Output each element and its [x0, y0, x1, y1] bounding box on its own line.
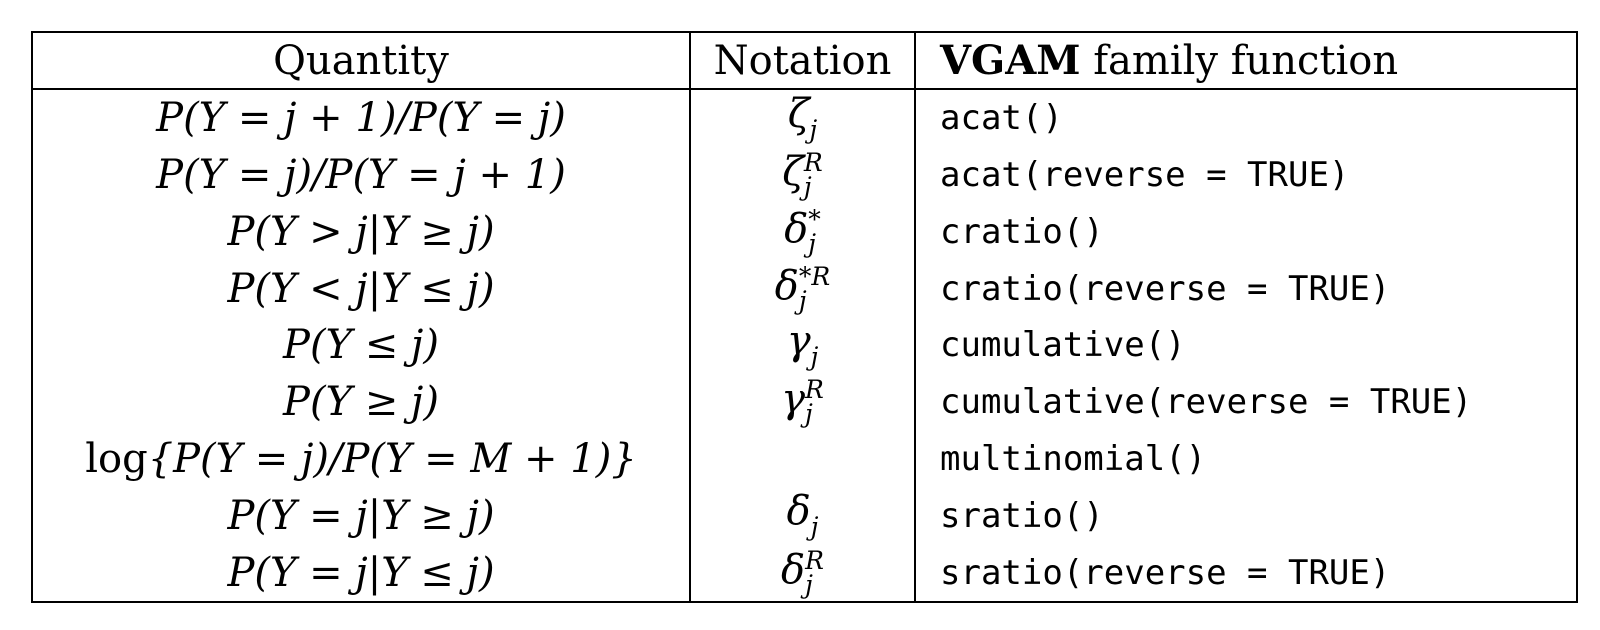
- notation-cell: δj: [689, 487, 915, 545]
- quantity-expression: {P(Y = j)/P(Y = M + 1)}: [147, 435, 637, 482]
- family-function-cell: cratio(reverse = TRUE): [914, 260, 1577, 318]
- family-function-cell: multinomial(): [914, 430, 1577, 488]
- notation-subscript: j: [803, 172, 812, 202]
- family-function-cell: acat(): [914, 89, 1577, 147]
- quantity-expression: P(Y = j)/P(Y = j + 1): [156, 152, 566, 199]
- table-body: P(Y = j + 1)/P(Y = j) ζj acat() P(Y = j)/P(…: [32, 89, 1577, 602]
- quantity-expression: P(Y ≤ j): [283, 322, 439, 369]
- family-function-cell: cumulative(reverse = TRUE): [914, 373, 1577, 431]
- notation-subscript: j: [805, 569, 813, 599]
- quantity-expression: P(Y < j|Y ≤ j): [227, 265, 495, 312]
- table-row: P(Y > j|Y ≥ j) δ * j cratio(): [32, 203, 1577, 261]
- quantity-expression: P(Y = j + 1)/P(Y = j): [156, 95, 566, 142]
- table-row: P(Y = j + 1)/P(Y = j) ζj acat(): [32, 89, 1577, 147]
- family-function-cell: sratio(): [914, 487, 1577, 545]
- notation-superscript: R: [805, 375, 824, 405]
- notation-subscript: j: [805, 399, 813, 429]
- quantity-cell: log{P(Y = j)/P(Y = M + 1)}: [32, 431, 690, 488]
- notation-symbol: ζ: [787, 90, 810, 137]
- notation-superscript: R: [803, 148, 823, 178]
- notation-cell: δ *R j: [689, 260, 915, 318]
- quantity-expression: P(Y = j|Y ≤ j): [227, 549, 495, 596]
- notation-subscript: j: [810, 512, 819, 542]
- notation-subscript: j: [810, 342, 819, 372]
- quantity-column-header: Quantity: [32, 32, 690, 90]
- log-operator: log: [85, 435, 148, 482]
- notation-symbol: γ: [781, 376, 806, 423]
- notation-cell: γj: [689, 317, 915, 374]
- notation-symbol: δ: [774, 262, 799, 309]
- family-function-cell: cratio(): [914, 203, 1577, 261]
- family-function-cell: cumulative(): [914, 317, 1577, 374]
- quantity-cell: P(Y = j|Y ≥ j): [32, 487, 690, 544]
- notation-symbol: δ: [784, 205, 809, 252]
- quantity-cell: P(Y > j|Y ≥ j): [32, 204, 690, 261]
- quantity-expression: P(Y ≥ j): [283, 379, 439, 426]
- quantity-cell: P(Y < j|Y ≤ j): [32, 260, 690, 317]
- family-function-header-text: family function: [1080, 37, 1399, 84]
- table-row: P(Y = j|Y ≥ j) δj sratio(): [32, 487, 1577, 545]
- quantity-cell: P(Y ≥ j): [32, 374, 690, 431]
- table-header: Quantity Notation VGAM family function: [32, 32, 1577, 90]
- notation-cell: ζj: [689, 89, 915, 147]
- notation-superscript: R: [805, 545, 824, 575]
- quantity-cell: P(Y = j)/P(Y = j + 1): [32, 147, 690, 204]
- vgam-family-table: Quantity Notation VGAM family function P…: [31, 31, 1578, 603]
- notation-subscript: j: [798, 285, 807, 315]
- table-row: P(Y < j|Y ≤ j) δ *R j cratio(reverse = TRUE): [32, 260, 1577, 318]
- notation-symbol: δ: [786, 488, 811, 535]
- notation-symbol: δ: [781, 546, 806, 593]
- notation-subscript: j: [809, 115, 818, 145]
- notation-superscript: *: [808, 205, 821, 235]
- table-row: log{P(Y = j)/P(Y = M + 1)} multinomial(): [32, 430, 1577, 488]
- notation-cell: δ * j: [689, 203, 915, 261]
- quantity-cell: P(Y ≤ j): [32, 317, 690, 374]
- quantity-cell: P(Y = j + 1)/P(Y = j): [32, 89, 690, 147]
- notation-superscript: *R: [798, 261, 831, 291]
- family-function-cell: sratio(reverse = TRUE): [914, 544, 1577, 602]
- quantity-cell: P(Y = j|Y ≤ j): [32, 544, 690, 602]
- notation-column-header: Notation: [689, 32, 915, 90]
- header-row: Quantity Notation VGAM family function: [32, 32, 1577, 90]
- notation-cell: [689, 430, 915, 488]
- family-function-column-header: VGAM family function: [914, 32, 1577, 90]
- family-function-cell: acat(reverse = TRUE): [914, 146, 1577, 204]
- table-row: P(Y ≤ j) γj cumulative(): [32, 317, 1577, 374]
- notation-subscript: j: [808, 228, 817, 258]
- quantity-expression: P(Y > j|Y ≥ j): [227, 208, 495, 255]
- notation-symbol: ζ: [782, 149, 804, 196]
- vgam-package-name: VGAM: [940, 36, 1081, 84]
- notation-symbol: γ: [786, 317, 811, 364]
- quantity-expression: P(Y = j|Y ≥ j): [227, 492, 495, 539]
